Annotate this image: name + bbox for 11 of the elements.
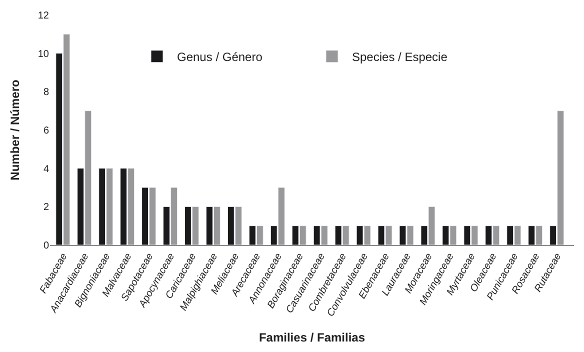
legend-label: Genus / Género — [177, 50, 263, 64]
y-tick-label: 2 — [43, 202, 50, 214]
y-tick-label: 10 — [38, 48, 50, 60]
y-tick-label: 12 — [38, 10, 50, 22]
y-tick-label: 4 — [43, 164, 50, 175]
y-tick-label: 6 — [43, 126, 50, 136]
y-tick-label: 8 — [43, 87, 50, 98]
y-axis-title: Number / Número — [8, 80, 22, 180]
legend-label: Species / Especie — [352, 50, 448, 64]
x-axis-title: Families / Familias — [258, 330, 366, 345]
y-tick-label: 0 — [43, 240, 50, 252]
